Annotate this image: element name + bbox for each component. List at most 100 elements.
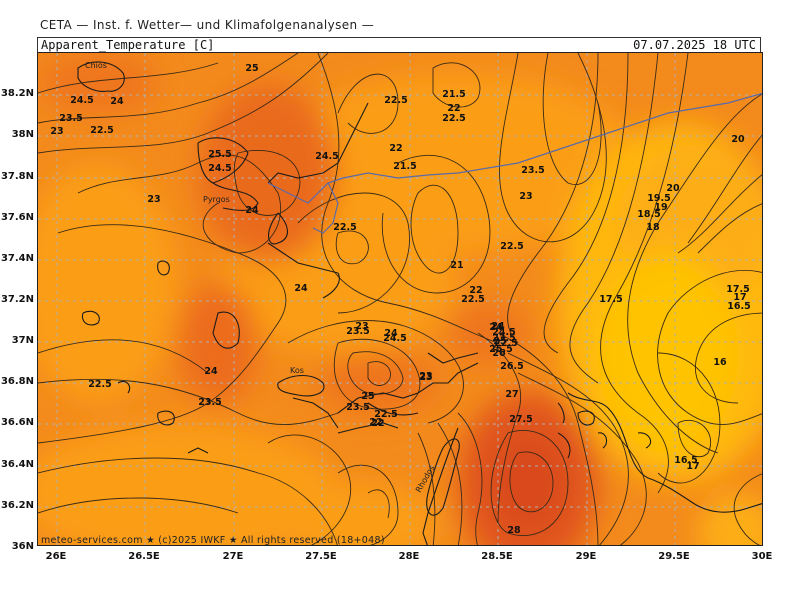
isoline-value-label: 20 [666, 183, 680, 194]
isoline-value-label: 22.5 [88, 379, 111, 390]
isoline-value-label: 22.5 [333, 222, 356, 233]
isoline-value-label: 23.5 [492, 333, 515, 344]
isoline-value-label: 24 [489, 322, 503, 333]
isoline-value-label: 24 [110, 96, 124, 107]
isoline-value-label: 23 [519, 191, 532, 202]
map-panel[interactable]: Chios Pyrgos Kos Rhodos 25 24.5 24 23.5 23 22… [37, 52, 763, 546]
isoline-value-label: 22 [447, 103, 460, 114]
isoline-value-label: 22.5 [442, 113, 465, 124]
isoline-value-label: 23 [419, 371, 432, 382]
isoline-value-label: 17.5 [599, 294, 622, 305]
isoline-value-label: 26.5 [500, 361, 523, 372]
isoline-value-label: 27.5 [509, 414, 532, 425]
lat-tick-label: 36.4N [0, 459, 34, 470]
isoline-value-label: 21.5 [393, 161, 416, 172]
lon-tick-label: 30E [751, 551, 773, 562]
source-title: CETA — Inst. f. Wetter— und Klimafolgena… [40, 18, 375, 32]
valid-datetime: 07.07.2025 18 UTC [633, 38, 756, 52]
parameter-label: Apparent_Temperature [C] [41, 38, 215, 52]
isoline-value-label: 22.5 [374, 409, 397, 420]
lon-tick-label: 27.5E [305, 551, 337, 562]
isoline-value-label: 17 [686, 461, 699, 472]
field-shading [38, 53, 762, 545]
isoline-value-label: 24 [491, 321, 505, 332]
lat-tick-label: 37.6N [0, 212, 34, 223]
isoline-value-label: 22.5 [500, 241, 523, 252]
national-border [267, 92, 762, 234]
isoline-value-label: 22 [389, 143, 402, 154]
lat-tick-label: 37.8N [0, 171, 34, 182]
isoline-value-label: 24.5 [208, 163, 231, 174]
lon-tick-label: 26E [45, 551, 67, 562]
isoline-value-label: 16.5 [674, 455, 697, 466]
lon-tick-label: 28.5E [481, 551, 513, 562]
isoline-value-label: 22 [371, 418, 384, 429]
isoline-value-label: 24.5 [383, 333, 406, 344]
lon-tick-label: 27E [222, 551, 244, 562]
place-label-0: Chios [85, 61, 107, 70]
isoline-value-label: 23.5 [521, 165, 544, 176]
isoline-value-label: 16 [713, 357, 727, 368]
lat-tick-label: 38.2N [0, 88, 34, 99]
graticule [38, 53, 762, 545]
isoline-value-label: 24.5 [315, 151, 338, 162]
isoline-value-label: 20 [731, 134, 745, 145]
isoline-value-label: 16.5 [727, 301, 750, 312]
isoline-value-label: 19 [654, 202, 667, 213]
isolines [38, 53, 762, 545]
isoline-value-label: 28 [507, 525, 521, 536]
isoline-value-label: 25.5 [489, 344, 512, 355]
lat-tick-label: 36.2N [0, 500, 34, 511]
lat-tick-label: 36N [11, 541, 34, 552]
isoline-value-label: 24 [294, 283, 308, 294]
isoline-value-label: 23.5 [198, 397, 221, 408]
isoline-value-label: 18.5 [637, 209, 660, 220]
place-label-2: Kos [290, 366, 304, 375]
isoline-value-label: 24.5 [70, 95, 93, 106]
isoline-value-label: 26 [492, 348, 506, 359]
isoline-value-label: 23.5 [59, 113, 82, 124]
lon-tick-label: 29E [575, 551, 597, 562]
map-header: Apparent_Temperature [C] 07.07.2025 18 U… [37, 37, 761, 53]
isoline-value-label: 25 [493, 336, 506, 347]
isoline-value-label: 22.5 [461, 294, 484, 305]
isoline-value-label: 19.5 [647, 193, 670, 204]
isoline-value-label: 25 [245, 63, 258, 74]
isoline-value-label: 22.5 [90, 125, 113, 136]
lat-tick-label: 37.2N [0, 294, 34, 305]
isoline-value-label: 25 [361, 391, 374, 402]
copyright-credit: meteo-services.com ★ (c)2025 IWKF ★ All … [41, 535, 385, 546]
lon-tick-label: 29.5E [658, 551, 690, 562]
isoline-value-label: 24 [384, 328, 398, 339]
isoline-value-label: 23 [355, 321, 368, 332]
isoline-value-label: 17 [733, 292, 746, 303]
isoline-value-label: 22 [469, 285, 482, 296]
isoline-value-label: 23 [50, 126, 63, 137]
lat-tick-label: 38N [11, 129, 34, 140]
isoline-value-label: 22.5 [494, 338, 517, 349]
lat-tick-label: 37N [11, 335, 34, 346]
isoline-value-label: 23.5 [346, 402, 369, 413]
isoline-value-label: 23 [419, 372, 432, 383]
isoline-value-label: 23.5 [346, 326, 369, 337]
isoline-value-label: 25.5 [208, 149, 231, 160]
lat-tick-label: 37.4N [0, 253, 34, 264]
isoline-value-label: 23 [147, 194, 160, 205]
isoline-value-label: 24 [204, 366, 218, 377]
isoline-value-label: 21 [450, 260, 463, 271]
isoline-value-label: 18 [646, 222, 660, 233]
isoline-value-label: 22 [369, 417, 382, 428]
isoline-value-label: 17.5 [726, 284, 749, 295]
lat-tick-label: 36.8N [0, 376, 34, 387]
isoline-value-label: 24.5 [492, 327, 515, 338]
coastlines [77, 61, 762, 545]
lat-tick-label: 36.6N [0, 417, 34, 428]
isoline-value-label: 24 [245, 205, 259, 216]
isoline-value-label: 21.5 [442, 89, 465, 100]
lon-tick-label: 28E [398, 551, 420, 562]
isoline-value-label: 22.5 [384, 95, 407, 106]
lon-tick-label: 26.5E [128, 551, 160, 562]
place-label-1: Pyrgos [203, 195, 230, 204]
